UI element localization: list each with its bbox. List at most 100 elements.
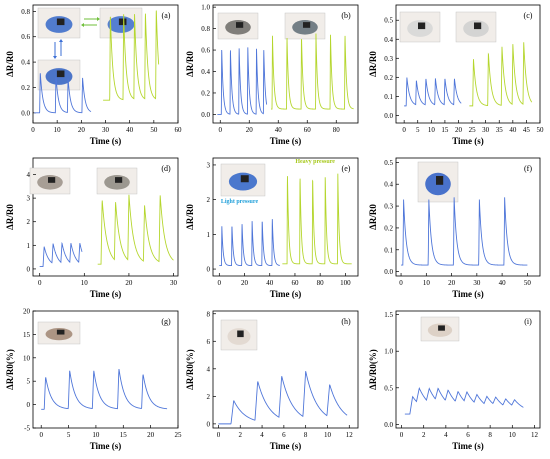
x-tick-label: 2 — [239, 431, 243, 439]
y-axis-label: ΔR/R0(%) — [185, 349, 195, 390]
y-axis-label: ΔR/R0 — [185, 51, 195, 77]
y-tick-label: 0.2 — [21, 84, 30, 92]
x-tick-label: 20 — [78, 126, 86, 134]
panel-label: (e) — [342, 164, 351, 173]
x-tick-label: 8 — [304, 431, 308, 439]
series-line-blue — [218, 371, 348, 425]
x-tick-label: 4 — [260, 431, 264, 439]
x-tick-label: 10 — [92, 431, 100, 439]
x-tick-label: 12 — [531, 431, 539, 439]
series-line-blue — [219, 219, 280, 267]
y-axis-label: ΔR/R0(%) — [5, 349, 15, 390]
x-tick-label: 60 — [175, 126, 183, 134]
y-tick-label: 0.2 — [384, 224, 393, 232]
series-line-blue — [39, 241, 83, 268]
plot-frame — [212, 157, 359, 277]
y-tick-label: 3 — [27, 195, 31, 203]
panel-e: 0 20 40 60 80 100 0 1 2 3 Time (s) ΔR/R0 (e) Light pr… — [185, 157, 359, 299]
x-tick-label: 10 — [81, 279, 89, 287]
plot-frame — [212, 310, 359, 429]
x-tick-label: 80 — [317, 279, 325, 287]
inset-photo — [420, 316, 460, 342]
x-tick-label: 0 — [217, 431, 221, 439]
series-line-green — [282, 173, 352, 265]
x-tick-label: 25 — [469, 126, 477, 134]
y-tick-label: 0.8 — [21, 8, 30, 16]
y-tick-label: 2 — [27, 218, 31, 226]
x-tick-label: 15 — [120, 431, 128, 439]
x-tick-label: 4 — [444, 431, 448, 439]
y-axis-label: ΔR/R0 — [368, 51, 378, 77]
y-axis-label: ΔR/R0(%) — [368, 349, 378, 390]
y-axis-label: ΔR/R0 — [5, 51, 15, 77]
y-tick-label: 10 — [23, 354, 31, 362]
series-line-green — [103, 10, 160, 101]
y-tick-label: 0.1 — [384, 93, 393, 101]
x-tick-label: 40 — [509, 126, 517, 134]
panel-c: 0 5 10 15 20 25 30 35 40 45 50 0.0 0.1 0.2 0.3 0.4 0.5 Ti… — [368, 4, 544, 146]
y-tick-label: 0.6 — [201, 47, 210, 55]
inset-photo — [37, 7, 81, 39]
y-axis-label: ΔR/R0 — [185, 204, 195, 230]
panel-label: (b) — [341, 11, 351, 20]
x-tick-label: 0 — [218, 279, 222, 287]
y-tick-label: 0.3 — [384, 203, 393, 211]
series-line-blue — [404, 77, 462, 107]
x-axis-label: Time (s) — [90, 441, 122, 451]
panel-label: (c) — [524, 11, 533, 20]
x-tick-label: 20 — [246, 126, 254, 134]
y-tick-label: 0.3 — [384, 55, 393, 63]
panel-a: 0 10 20 30 40 50 60 0.0 0.2 0.4 0.6 0.8 Time (s) ΔR/R… — [5, 4, 183, 146]
x-tick-label: 50 — [150, 126, 158, 134]
y-tick-label: 2 — [207, 196, 211, 204]
plot-frame — [32, 157, 179, 277]
x-axis-label: Time (s) — [270, 136, 302, 146]
x-axis-label: Time (s) — [90, 136, 122, 146]
x-tick-label: 20 — [147, 431, 155, 439]
x-tick-label: 60 — [304, 126, 312, 134]
x-tick-label: 0 — [38, 279, 42, 287]
x-tick-label: 20 — [455, 126, 463, 134]
x-tick-label: 40 — [266, 279, 274, 287]
panel-label: (g) — [161, 317, 171, 326]
x-tick-label: 80 — [333, 126, 341, 134]
panel-d: 0 10 20 30 0 1 2 3 4 Time (s) ΔR/R0 (d) — [5, 157, 179, 299]
y-tick-label: 4 — [207, 365, 211, 373]
y-tick-label: 0.0 — [384, 268, 393, 276]
inset-photo — [399, 11, 441, 43]
y-tick-label: 1 — [207, 231, 211, 239]
x-tick-label: 20 — [241, 279, 249, 287]
y-tick-label: 0.0 — [384, 421, 393, 429]
y-axis-label: ΔR/R0 — [5, 204, 15, 230]
x-tick-label: 30 — [473, 279, 481, 287]
x-axis-label: Time (s) — [270, 441, 302, 451]
x-axis-label: Time (s) — [90, 289, 122, 299]
x-tick-label: 25 — [175, 431, 183, 439]
y-tick-label: 15 — [23, 331, 31, 339]
y-tick-label: 0.0 — [384, 112, 393, 120]
x-tick-label: 30 — [482, 126, 490, 134]
x-tick-label: 2 — [422, 431, 426, 439]
plot-frame — [395, 310, 541, 429]
x-tick-label: 6 — [282, 431, 286, 439]
series-line-green — [97, 194, 174, 265]
y-tick-label: 0.5 — [384, 17, 393, 25]
x-tick-label: 10 — [428, 126, 436, 134]
y-tick-label: 0.5 — [384, 384, 393, 392]
x-tick-label: 30 — [102, 126, 110, 134]
inset-photo — [217, 12, 259, 40]
y-tick-label: 0 — [27, 401, 31, 409]
plot-frame — [212, 4, 359, 124]
y-tick-label: 0.0 — [21, 109, 30, 117]
y-tick-label: 2 — [207, 393, 211, 401]
x-tick-label: 35 — [496, 126, 504, 134]
y-tick-label: 0.5 — [384, 159, 393, 167]
y-tick-label: 20 — [23, 308, 31, 316]
x-tick-label: 0 — [219, 126, 223, 134]
x-tick-label: 100 — [340, 279, 351, 287]
annotation-heavy: Heavy pressure — [295, 159, 335, 165]
y-tick-label: 0.4 — [384, 181, 393, 189]
inset-photo — [220, 163, 266, 197]
inset-photo — [284, 12, 326, 40]
